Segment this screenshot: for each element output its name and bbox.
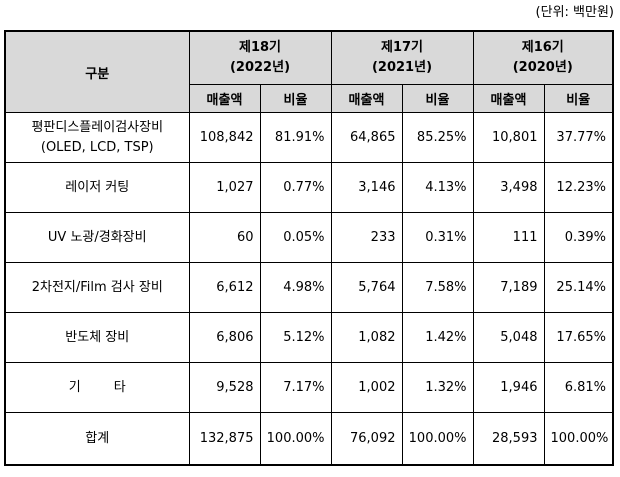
year-title: 제16기 xyxy=(521,40,564,55)
table-row: 평판디스플레이검사장비 (OLED, LCD, TSP) 108,842 81.91%… xyxy=(4,112,614,163)
row-category: 평판디스플레이검사장비 (OLED, LCD, TSP) xyxy=(4,112,190,163)
ratio-cell: 1.32% xyxy=(401,362,474,413)
ratio-cell: 100.00% xyxy=(401,412,474,466)
sales-cell: 3,146 xyxy=(330,162,403,213)
sales-header: 매출액 xyxy=(330,84,403,113)
sales-cell: 233 xyxy=(330,212,403,263)
ratio-cell: 4.98% xyxy=(259,262,332,313)
row-category-subtext: (OLED, LCD, TSP) xyxy=(40,139,154,155)
ratio-cell: 0.31% xyxy=(401,212,474,263)
ratio-header: 비율 xyxy=(259,84,332,113)
ratio-cell: 37.77% xyxy=(543,112,614,163)
ratio-cell: 0.05% xyxy=(259,212,332,263)
sales-cell: 132,875 xyxy=(188,412,261,466)
header-row-years: 구분 제18기 (2022년) 제17기 (2021년) 제16기 (2020년… xyxy=(4,30,614,113)
year-period: (2022년) xyxy=(229,60,291,75)
table-row: 기 타 9,528 7.17% 1,002 1.32% 1,946 6.81% xyxy=(4,362,614,413)
sales-cell: 1,946 xyxy=(472,362,545,413)
year-period: (2020년) xyxy=(512,60,573,75)
sales-cell: 111 xyxy=(472,212,545,263)
row-category: 반도체 장비 xyxy=(4,312,190,363)
ratio-cell: 12.23% xyxy=(543,162,614,213)
year-title: 제17기 xyxy=(380,40,423,55)
sales-cell: 108,842 xyxy=(188,112,261,163)
sales-header: 매출액 xyxy=(472,84,545,113)
ratio-cell: 100.00% xyxy=(259,412,332,466)
ratio-cell: 25.14% xyxy=(543,262,614,313)
sales-cell: 28,593 xyxy=(472,412,545,466)
row-category: 레이저 커팅 xyxy=(4,162,190,213)
ratio-cell: 81.91% xyxy=(259,112,332,163)
year-header-18: 제18기 (2022년) xyxy=(188,30,332,85)
ratio-cell: 17.65% xyxy=(543,312,614,363)
unit-note: (단위: 백만원) xyxy=(535,5,614,20)
sales-cell: 9,528 xyxy=(188,362,261,413)
year-title: 제18기 xyxy=(238,40,281,55)
row-category: 합계 xyxy=(4,412,190,466)
ratio-cell: 7.17% xyxy=(259,362,332,413)
sales-cell: 6,612 xyxy=(188,262,261,313)
sales-cell: 7,189 xyxy=(472,262,545,313)
row-category-text: 평판디스플레이검사장비 xyxy=(31,119,164,135)
year-header-17: 제17기 (2021년) xyxy=(330,30,474,85)
row-category: 2차전지/Film 검사 장비 xyxy=(4,262,190,313)
row-category-text: 2차전지/Film 검사 장비 xyxy=(31,279,163,295)
ratio-cell: 7.58% xyxy=(401,262,474,313)
ratio-cell: 5.12% xyxy=(259,312,332,363)
sales-cell: 64,865 xyxy=(330,112,403,163)
sales-cell: 1,027 xyxy=(188,162,261,213)
row-category-text: UV 노광/경화장비 xyxy=(47,229,147,245)
sales-cell: 60 xyxy=(188,212,261,263)
table-row: 레이저 커팅 1,027 0.77% 3,146 4.13% 3,498 12.23% xyxy=(4,162,614,213)
sales-cell: 1,082 xyxy=(330,312,403,363)
ratio-header: 비율 xyxy=(543,84,614,113)
sales-cell: 6,806 xyxy=(188,312,261,363)
row-category: 기 타 xyxy=(4,362,190,413)
row-category-text: 합계 xyxy=(85,430,110,446)
year-header-16: 제16기 (2020년) xyxy=(472,30,614,85)
sales-cell: 10,801 xyxy=(472,112,545,163)
header-row-metrics: 매출액 비율 매출액 비율 매출액 비율 xyxy=(5,84,614,113)
table-row: UV 노광/경화장비 60 0.05% 233 0.31% 111 0.39% xyxy=(4,212,614,263)
table-row: 반도체 장비 6,806 5.12% 1,082 1.42% 5,048 17.65% xyxy=(4,312,614,363)
category-header: 구분 xyxy=(4,30,190,113)
ratio-cell: 85.25% xyxy=(401,112,474,163)
table-row: 합계 132,875 100.00% 76,092 100.00% 28,593 100.0… xyxy=(4,412,614,466)
sales-table: 구분 제18기 (2022년) 제17기 (2021년) 제16기 (2020년… xyxy=(4,30,614,466)
ratio-cell: 100.00% xyxy=(543,412,614,466)
ratio-cell: 4.13% xyxy=(401,162,474,213)
row-category-text: 레이저 커팅 xyxy=(65,179,130,195)
sales-header: 매출액 xyxy=(188,84,261,113)
row-category-text: 반도체 장비 xyxy=(65,329,130,345)
row-category: UV 노광/경화장비 xyxy=(4,212,190,263)
year-period: (2021년) xyxy=(371,60,433,75)
ratio-cell: 0.77% xyxy=(259,162,332,213)
table-body: 평판디스플레이검사장비 (OLED, LCD, TSP) 108,842 81.91%… xyxy=(4,112,614,466)
ratio-cell: 0.39% xyxy=(543,212,614,263)
row-category-text: 기 타 xyxy=(68,379,126,395)
sales-cell: 76,092 xyxy=(330,412,403,466)
sales-cell: 3,498 xyxy=(472,162,545,213)
table-row: 2차전지/Film 검사 장비 6,612 4.98% 5,764 7.58% 7,189… xyxy=(4,262,614,313)
sales-cell: 5,048 xyxy=(472,312,545,363)
ratio-cell: 1.42% xyxy=(401,312,474,363)
ratio-header: 비율 xyxy=(401,84,474,113)
sales-cell: 1,002 xyxy=(330,362,403,413)
ratio-cell: 6.81% xyxy=(543,362,614,413)
sales-cell: 5,764 xyxy=(330,262,403,313)
